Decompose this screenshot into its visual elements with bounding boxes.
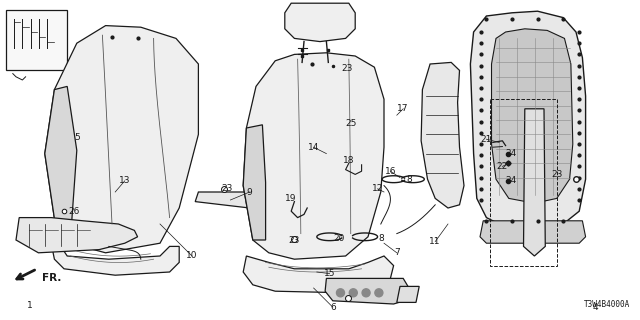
Text: 23: 23 — [342, 64, 353, 73]
Polygon shape — [195, 192, 262, 208]
Text: 11: 11 — [429, 237, 441, 246]
Text: 23: 23 — [289, 236, 300, 244]
Text: 7: 7 — [394, 248, 399, 257]
Circle shape — [375, 289, 383, 297]
Text: 12: 12 — [372, 184, 383, 193]
Text: 10: 10 — [186, 252, 198, 260]
Polygon shape — [492, 29, 573, 203]
Text: 24: 24 — [505, 176, 516, 185]
Polygon shape — [397, 286, 419, 302]
Text: 18: 18 — [343, 156, 355, 164]
Text: 21: 21 — [481, 135, 492, 144]
Text: 8: 8 — [407, 175, 412, 184]
Polygon shape — [285, 3, 355, 42]
Polygon shape — [243, 256, 394, 293]
Polygon shape — [325, 278, 411, 304]
Text: 4: 4 — [593, 303, 598, 312]
Polygon shape — [243, 125, 266, 240]
Text: T3W4B4000A: T3W4B4000A — [584, 300, 630, 309]
Polygon shape — [45, 26, 198, 253]
Text: 13: 13 — [119, 176, 131, 185]
Polygon shape — [421, 62, 464, 208]
Text: 14: 14 — [308, 143, 319, 152]
Text: 23: 23 — [551, 170, 563, 179]
Text: 22: 22 — [497, 162, 508, 171]
Text: 8: 8 — [378, 234, 383, 243]
Text: 25: 25 — [345, 119, 356, 128]
Circle shape — [362, 289, 370, 297]
Polygon shape — [45, 86, 77, 240]
Polygon shape — [243, 53, 384, 259]
Text: 6: 6 — [330, 303, 335, 312]
Text: 16: 16 — [385, 167, 396, 176]
Text: 17: 17 — [397, 104, 409, 113]
Text: 15: 15 — [324, 269, 335, 278]
Bar — [6, 10, 67, 70]
Text: 23: 23 — [221, 184, 233, 193]
Text: FR.: FR. — [42, 273, 61, 284]
Circle shape — [349, 289, 357, 297]
Text: 20: 20 — [333, 234, 345, 243]
Polygon shape — [524, 109, 545, 256]
Text: 26: 26 — [68, 207, 79, 216]
Text: 1: 1 — [28, 301, 33, 310]
Polygon shape — [480, 221, 586, 243]
Polygon shape — [51, 243, 179, 275]
Text: 9: 9 — [247, 188, 252, 196]
Text: 19: 19 — [285, 194, 297, 203]
Polygon shape — [16, 218, 138, 253]
Bar — [490, 99, 557, 266]
Text: 24: 24 — [505, 149, 516, 158]
Circle shape — [337, 289, 344, 297]
Polygon shape — [470, 11, 586, 229]
Text: 5: 5 — [74, 133, 79, 142]
